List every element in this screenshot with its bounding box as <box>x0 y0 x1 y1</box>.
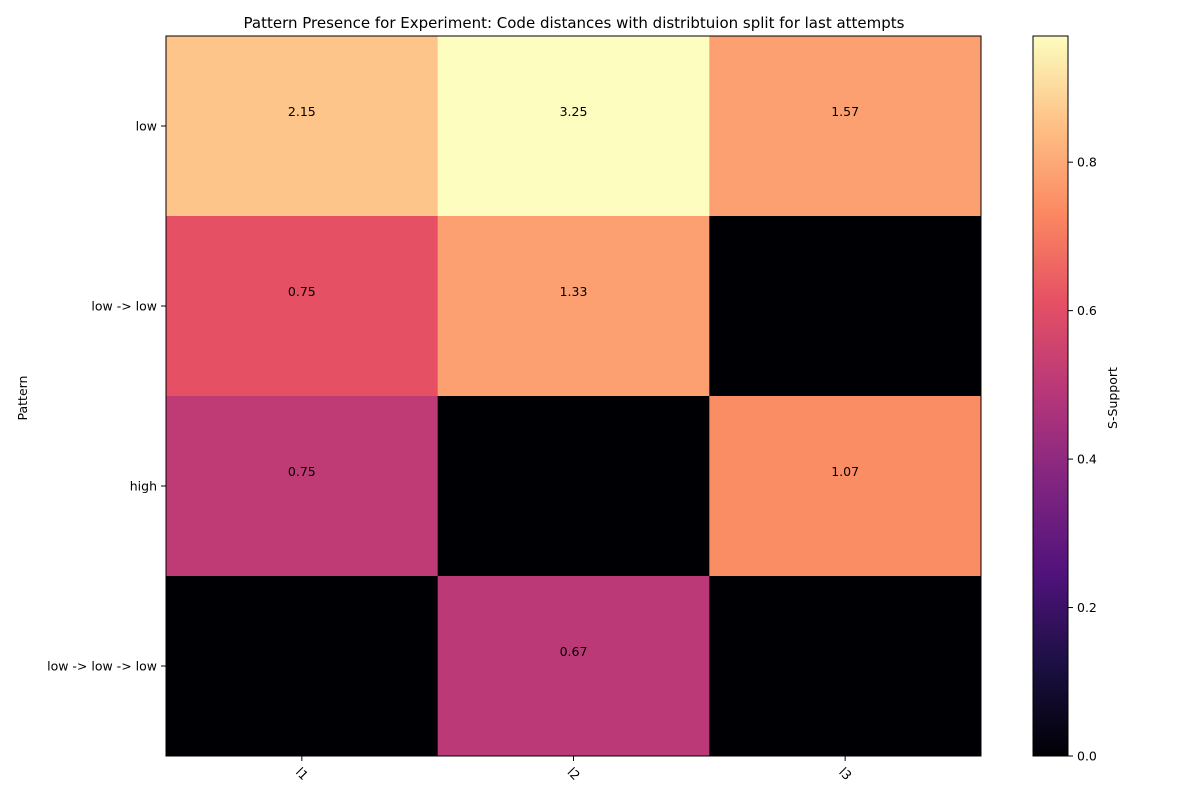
cell-value-label: 0.67 <box>560 644 588 659</box>
y-tick-label: low -> low <box>91 299 157 314</box>
heatmap-cells <box>166 36 982 757</box>
x-tick-label: l3 <box>836 764 855 783</box>
chart-title: Pattern Presence for Experiment: Code di… <box>244 14 905 32</box>
heatmap-cell <box>437 36 710 217</box>
colorbar-tick-label: 0.8 <box>1077 155 1097 170</box>
y-tick-label: low <box>136 119 157 134</box>
y-tick-label: high <box>130 479 157 494</box>
heatmap-cell <box>166 576 439 757</box>
heatmap-cell <box>166 216 439 397</box>
heatmap-cell <box>709 396 982 577</box>
cell-value-label: 1.57 <box>831 104 859 119</box>
colorbar-tick-label: 0.2 <box>1077 600 1097 615</box>
cell-value-label: 1.33 <box>560 284 588 299</box>
heatmap-cell <box>437 576 710 757</box>
x-tick-label: l1 <box>293 764 312 783</box>
heatmap-cell <box>709 576 982 757</box>
x-tick-label: l2 <box>565 764 584 783</box>
colorbar-tick-label: 0.0 <box>1077 749 1097 764</box>
cell-annotations: 2.15 3.25 1.57 0.75 1.33 0.75 1.07 0.67 <box>288 104 859 659</box>
y-tick-label: low -> low -> low <box>47 659 157 674</box>
heatmap-cell <box>166 396 439 577</box>
plot-frame <box>165 35 982 757</box>
y-axis-ticks: low low -> low high low -> low -> low <box>47 119 166 674</box>
colorbar: 0.0 0.2 0.4 0.6 0.8 <box>1032 35 1097 764</box>
cell-value-label: 1.07 <box>831 464 859 479</box>
colorbar-tick-label: 0.4 <box>1077 452 1097 467</box>
heatmap-cell <box>709 216 982 397</box>
cell-value-label: 2.15 <box>288 104 316 119</box>
heatmap-cell <box>437 216 710 397</box>
heatmap-cell <box>166 36 439 217</box>
cell-value-label: 0.75 <box>288 284 316 299</box>
cell-value-label: 0.75 <box>288 464 316 479</box>
colorbar-tick-label: 0.6 <box>1077 303 1097 318</box>
x-axis-ticks: l1 l2 l3 <box>293 756 855 783</box>
colorbar-label: S-Support <box>1105 367 1120 429</box>
cell-value-label: 3.25 <box>560 104 588 119</box>
colorbar-gradient <box>1032 35 1069 757</box>
y-axis-label: Pattern <box>15 376 30 421</box>
heatmap-cell <box>709 36 982 217</box>
heatmap-cell <box>437 396 710 577</box>
